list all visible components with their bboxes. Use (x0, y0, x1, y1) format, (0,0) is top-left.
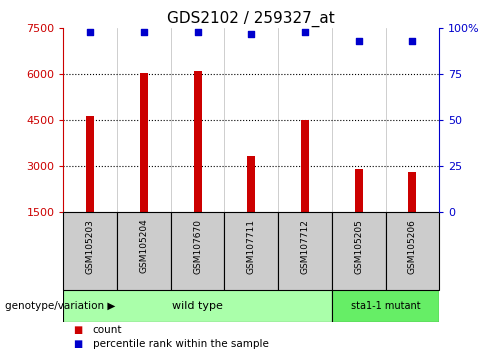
Text: GSM107712: GSM107712 (301, 219, 309, 274)
Point (86, 29, 94, 35)
Bar (332, 290, 439, 322)
Point (355, 38, 363, 44)
Text: GSM105203: GSM105203 (86, 219, 95, 274)
Text: wild type: wild type (172, 301, 223, 311)
Text: GSM105204: GSM105204 (140, 219, 148, 273)
Bar (171, 212, 224, 290)
Bar (63, 290, 332, 322)
Bar (224, 212, 278, 290)
Title: GDS2102 / 259327_at: GDS2102 / 259327_at (167, 11, 335, 27)
Bar (355, 170, 363, 212)
Point (194, 29, 202, 35)
Text: percentile rank within the sample: percentile rank within the sample (93, 339, 268, 349)
Text: GSM105206: GSM105206 (408, 219, 417, 274)
Bar (301, 120, 309, 212)
Text: genotype/variation ▶: genotype/variation ▶ (5, 301, 115, 311)
Point (247, 31, 255, 37)
Bar (408, 172, 416, 212)
Bar (140, 73, 148, 212)
Bar (63, 212, 117, 290)
Point (140, 29, 148, 35)
Bar (247, 156, 255, 212)
Bar (86, 116, 94, 212)
Text: ■: ■ (73, 325, 82, 335)
Text: sta1-1 mutant: sta1-1 mutant (351, 301, 420, 311)
Bar (278, 212, 332, 290)
Bar (332, 212, 386, 290)
Text: GSM107670: GSM107670 (193, 219, 202, 274)
Bar (386, 212, 439, 290)
Bar (194, 71, 202, 212)
Text: GSM105205: GSM105205 (354, 219, 363, 274)
Point (301, 29, 309, 35)
Point (408, 38, 416, 44)
Text: ■: ■ (73, 339, 82, 349)
Text: GSM107711: GSM107711 (247, 219, 256, 274)
Bar (117, 212, 171, 290)
Text: count: count (93, 325, 122, 335)
